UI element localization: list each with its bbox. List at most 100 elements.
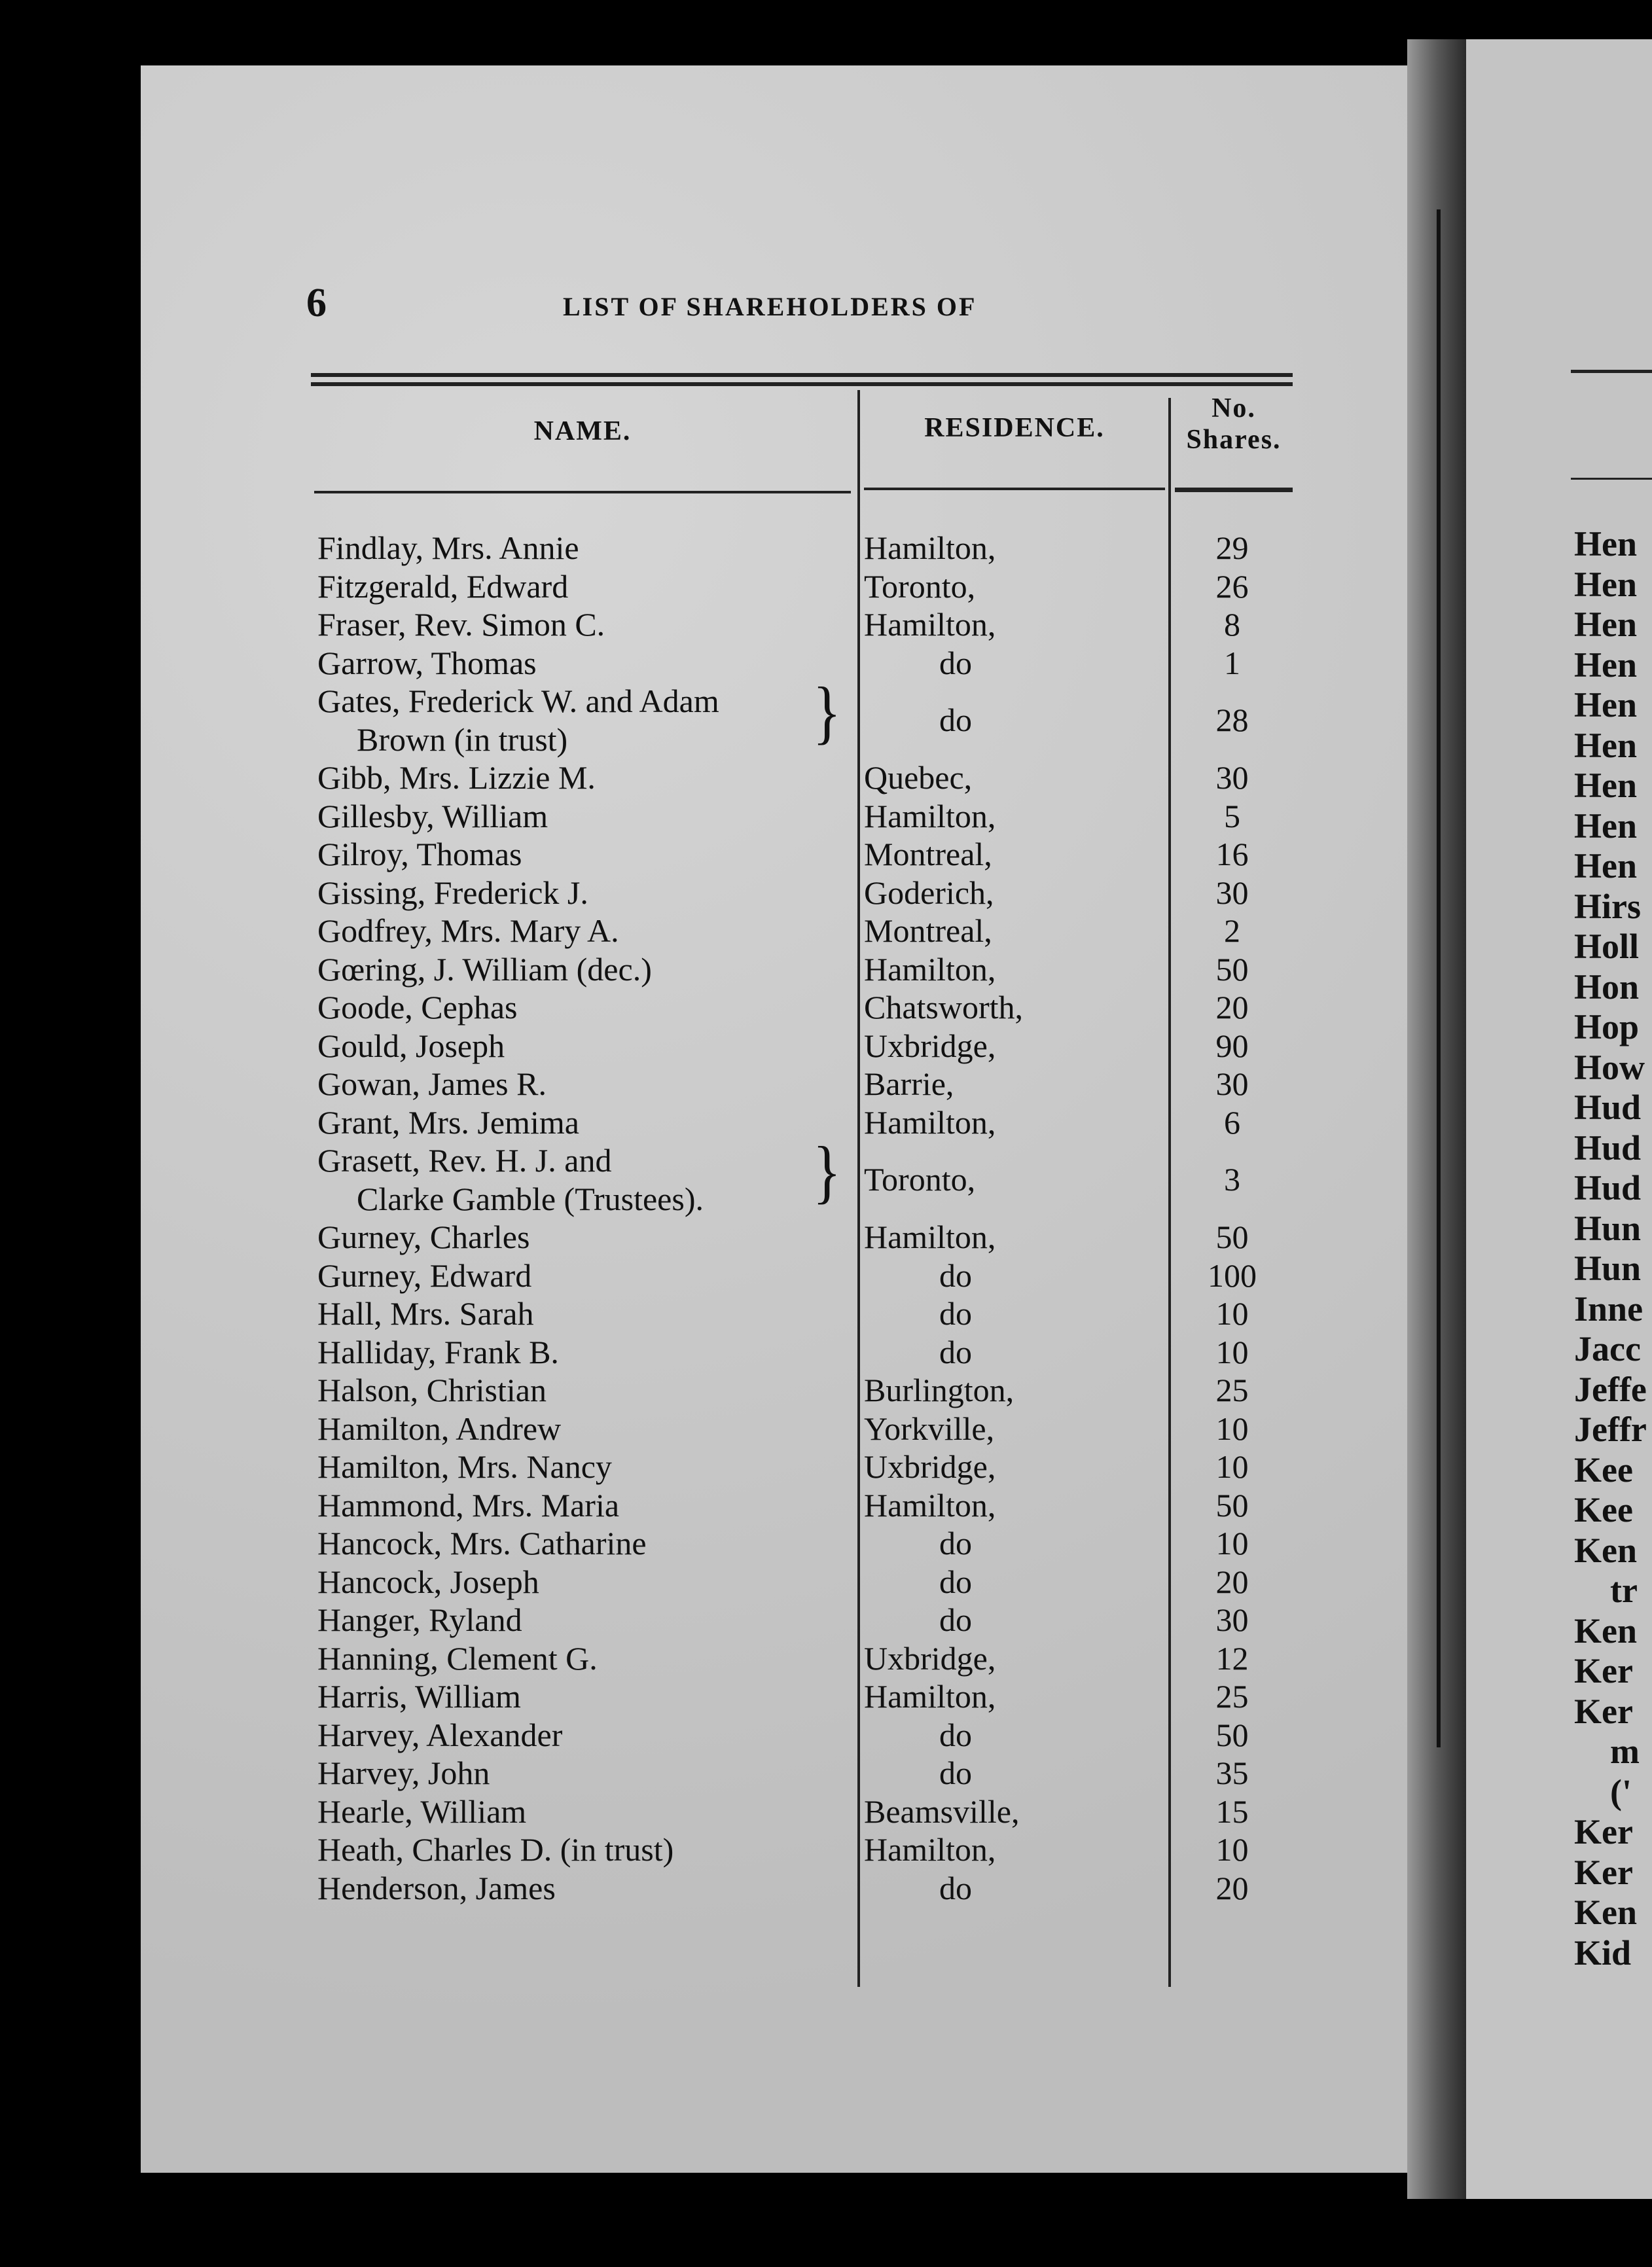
shareholder-name: Gould, Joseph (317, 1027, 854, 1065)
share-count: 50 (1215, 1486, 1249, 1524)
residence: Yorkville, (864, 1410, 995, 1447)
facing-page-fragment: Hen (1574, 725, 1638, 765)
share-count: 90 (1215, 1027, 1249, 1064)
name-line1: Gœring, J. William (dec.) (317, 950, 652, 988)
share-count: 15 (1215, 1793, 1249, 1830)
share-count: 50 (1215, 1219, 1249, 1255)
column-header-shares: No. Shares. (1175, 393, 1293, 455)
table-row: Godfrey, Mrs. Mary A. Montreal, 2 (317, 912, 1293, 950)
column-header-name: NAME. (533, 416, 632, 446)
name-line1: Hall, Mrs. Sarah (317, 1295, 534, 1332)
name-line1: Gissing, Frederick J. (317, 874, 588, 911)
residence: Hamilton, (864, 529, 996, 566)
residence: do (939, 1333, 972, 1370)
shareholder-name: Godfrey, Mrs. Mary A. (317, 912, 854, 950)
residence: Barrie, (864, 1065, 954, 1102)
residence: Chatsworth, (864, 989, 1024, 1026)
share-count: 25 (1215, 1372, 1249, 1408)
facing-page-fragment: Kee (1574, 1490, 1633, 1529)
shareholder-name: Grant, Mrs. Jemima (317, 1103, 854, 1142)
residence: do (939, 1257, 972, 1294)
share-count: 16 (1215, 836, 1249, 872)
shareholder-table: Findlay, Mrs. Annie Hamilton, 29 Fitzgerald… (317, 529, 1293, 1907)
residence: Beamsville, (864, 1793, 1020, 1830)
facing-page-fragment: Inne (1574, 1289, 1643, 1329)
table-row: Harvey, John do 35 (317, 1754, 1293, 1793)
table-row: Hammond, Mrs. Maria Hamilton, 50 (317, 1486, 1293, 1525)
name-line1: Gilroy, Thomas (317, 836, 522, 872)
residence: Hamilton, (864, 1219, 996, 1255)
table-row: Hanning, Clement G. Uxbridge, 12 (317, 1639, 1293, 1678)
facing-page-fragment: Ker (1574, 1651, 1633, 1690)
residence: Toronto, (864, 1161, 976, 1198)
subheader-rule (864, 488, 1165, 490)
residence: Hamilton, (864, 1486, 996, 1524)
shareholder-name: Hanger, Ryland (317, 1601, 854, 1639)
share-count: 26 (1215, 567, 1249, 605)
shareholder-name: Hammond, Mrs. Maria (317, 1486, 854, 1525)
residence: do (939, 644, 972, 681)
facing-page-fragment: Hen (1574, 685, 1638, 724)
shareholder-name: Hancock, Mrs. Catharine (317, 1524, 854, 1563)
name-line1: Halliday, Frank B. (317, 1333, 559, 1370)
name-line1: Fraser, Rev. Simon C. (317, 606, 605, 643)
facing-page-fragment: Kee (1574, 1450, 1633, 1490)
shareholder-name: Henderson, James (317, 1869, 854, 1908)
residence: Montreal, (864, 912, 992, 949)
residence: do (939, 1716, 972, 1753)
subheader-rule (314, 491, 851, 493)
name-line1: Hamilton, Mrs. Nancy (317, 1448, 612, 1485)
share-count: 30 (1215, 1601, 1249, 1638)
residence: Hamilton, (864, 950, 996, 988)
facing-page-fragment: Ken (1574, 1893, 1638, 1932)
name-line1: Harris, William (317, 1678, 521, 1715)
name-line1: Gowan, James R. (317, 1065, 547, 1102)
share-count: 35 (1215, 1755, 1249, 1791)
table-row: Gates, Frederick W. and Adam Brown (in tr… (317, 682, 1293, 759)
table-row: Goode, Cephas Chatsworth, 20 (317, 988, 1293, 1027)
table-row: Findlay, Mrs. Annie Hamilton, 29 (317, 529, 1293, 567)
facing-page-fragment: Ker (1574, 1852, 1633, 1892)
table-row: Gillesby, William Hamilton, 5 (317, 797, 1293, 836)
table-row: Gould, Joseph Uxbridge, 90 (317, 1027, 1293, 1065)
shareholder-name: Gurney, Edward (317, 1257, 854, 1295)
table-row: Henderson, James do 20 (317, 1869, 1293, 1908)
facing-page-fragment: Kid (1574, 1933, 1632, 1972)
facing-page-fragment: Ker (1574, 1691, 1633, 1731)
name-line1: Gibb, Mrs. Lizzie M. (317, 759, 596, 796)
table-row: Harvey, Alexander do 50 (317, 1716, 1293, 1755)
share-count: 10 (1215, 1525, 1249, 1562)
name-line1: Hanger, Ryland (317, 1601, 522, 1638)
facing-page-fragment: Hirs (1574, 886, 1641, 926)
share-count: 10 (1215, 1295, 1249, 1332)
table-row: Gissing, Frederick J. Goderich, 30 (317, 874, 1293, 912)
residence: Quebec, (864, 759, 973, 796)
table-row: Hancock, Mrs. Catharine do 10 (317, 1524, 1293, 1563)
table-row: Grasett, Rev. H. J. and Clarke Gamble (Tr… (317, 1141, 1293, 1218)
shareholder-name: Hearle, William (317, 1793, 854, 1831)
residence: Hamilton, (864, 1831, 996, 1868)
page-title: LIST OF SHAREHOLDERS OF (563, 292, 977, 321)
shareholder-name: Gilroy, Thomas (317, 835, 854, 874)
facing-page-fragment: Hen (1574, 806, 1638, 846)
shareholder-name: Gissing, Frederick J. (317, 874, 854, 912)
name-line1: Harvey, John (317, 1755, 490, 1791)
share-count: 10 (1215, 1831, 1249, 1868)
name-line1: Findlay, Mrs. Annie (317, 529, 579, 566)
shareholder-name: Halliday, Frank B. (317, 1333, 854, 1372)
name-line1: Heath, Charles D. (in trust) (317, 1831, 674, 1868)
facing-page-fragment: Hop (1574, 1007, 1640, 1046)
name-line1: Grant, Mrs. Jemima (317, 1103, 579, 1141)
share-count: 25 (1215, 1678, 1249, 1715)
residence: Uxbridge, (864, 1448, 996, 1485)
shareholder-name: Gibb, Mrs. Lizzie M. (317, 759, 854, 797)
name-line1: Godfrey, Mrs. Mary A. (317, 912, 619, 949)
facing-page-fragment: Ker (1574, 1812, 1633, 1851)
facing-page-fragment: Hen (1574, 846, 1638, 885)
share-count: 20 (1215, 1869, 1249, 1906)
shareholder-name: Gowan, James R. (317, 1065, 854, 1103)
facing-page-fragment: Holl (1574, 927, 1640, 966)
name-line1: Hanning, Clement G. (317, 1639, 598, 1677)
shareholder-name: Findlay, Mrs. Annie (317, 529, 854, 567)
residence: Uxbridge, (864, 1027, 996, 1064)
